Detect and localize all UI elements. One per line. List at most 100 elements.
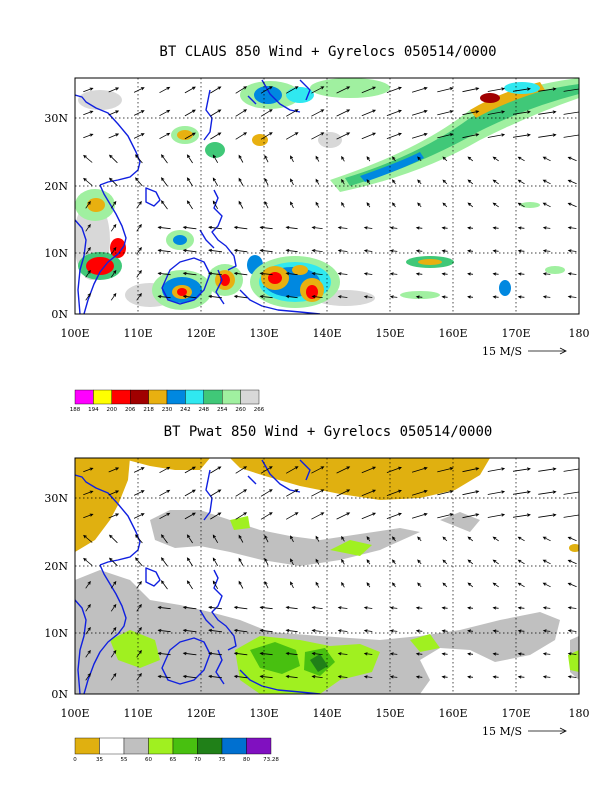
colorbar-label: 80 xyxy=(243,757,250,763)
wind-arrow xyxy=(160,580,168,590)
wind-arrow xyxy=(136,580,142,589)
wind-arrow xyxy=(336,466,351,474)
wind-arrow xyxy=(311,272,323,276)
wind-arrow xyxy=(437,110,454,116)
x-tick-label: 130E xyxy=(249,327,278,340)
wind-arrow xyxy=(363,606,373,610)
wind-arrow xyxy=(208,248,223,253)
wind-arrow xyxy=(415,629,423,633)
colorbar-label: 200 xyxy=(107,407,118,413)
wind-arrow xyxy=(411,512,428,519)
wind-arrow xyxy=(341,558,345,565)
wind-arrow xyxy=(108,467,120,473)
wind-arrow xyxy=(442,536,448,542)
pwat-panel: BT Pwat 850 Wind + Gyrelocs 050514/0000 xyxy=(44,424,589,763)
wind-arrow xyxy=(467,606,474,610)
wind-arrow xyxy=(85,649,91,658)
wind-arrow xyxy=(208,271,223,276)
x-axis-labels: 100E 110E 120E 130E 140E 150E 160E 170E … xyxy=(60,707,589,720)
wind-arrow xyxy=(136,603,142,612)
colorbar-swatch xyxy=(221,737,247,755)
wind-arrow xyxy=(133,467,145,473)
wind-arrow xyxy=(136,672,142,681)
wind-arrow xyxy=(517,179,525,185)
wind-arrow xyxy=(108,513,120,519)
colorbar: 188 194 200 206 218 230 242 248 254 260 266 xyxy=(70,389,265,413)
colorbar-label: 70 xyxy=(194,757,201,763)
wind-arrow xyxy=(135,177,143,187)
wind-arrow xyxy=(366,559,371,565)
wind-arrow xyxy=(366,202,371,208)
wind-arrow xyxy=(235,132,248,140)
wind-arrow xyxy=(184,512,196,520)
wind-arrow xyxy=(311,629,323,633)
wind-arrow xyxy=(517,226,525,230)
wind-arrow xyxy=(441,606,448,610)
wind-arrow xyxy=(159,466,171,474)
wind-arrow xyxy=(542,582,551,588)
wind-arrow xyxy=(259,248,273,253)
colorbar-label: 35 xyxy=(96,757,103,763)
wind-arrow xyxy=(389,249,398,253)
wind-arrow xyxy=(233,628,248,633)
wind-arrow xyxy=(260,512,273,520)
wind-arrow xyxy=(238,177,244,186)
wind-arrow xyxy=(542,559,551,565)
wind-arrow xyxy=(160,177,168,187)
wind-arrow xyxy=(157,674,171,679)
wind-arrow xyxy=(467,226,474,230)
wind-arrow xyxy=(285,652,298,656)
wind-arrow xyxy=(441,272,448,276)
wind-arrow xyxy=(415,675,423,679)
wind-arrow xyxy=(361,109,377,117)
wind-arrow xyxy=(83,490,94,496)
wind-arrow xyxy=(108,154,118,164)
wind-arrow xyxy=(337,295,348,299)
wind-arrow xyxy=(517,536,525,542)
wind-arrow xyxy=(264,178,269,186)
wind-arrow xyxy=(417,559,422,565)
wind-arrow xyxy=(311,606,323,610)
wind-arrow xyxy=(315,581,320,588)
y-tick-label: 30N xyxy=(44,112,68,125)
wind-arrow xyxy=(366,179,371,185)
wind-arrow xyxy=(108,534,118,544)
wind-arrow xyxy=(567,179,577,185)
wind-arrow xyxy=(133,490,145,496)
colorbar-label: 254 xyxy=(217,407,228,413)
wind-arrow xyxy=(212,557,219,567)
wind-arrow xyxy=(133,133,145,139)
wind-arrow xyxy=(264,535,269,543)
wind-arrow xyxy=(389,675,398,679)
wind-arrow xyxy=(441,249,448,253)
wind-arrow xyxy=(285,295,298,299)
wind-arrow xyxy=(487,133,506,138)
wind-arrow xyxy=(492,295,499,299)
y-tick-label: 30N xyxy=(44,492,68,505)
wind-arrow xyxy=(235,109,248,117)
wind-arrow xyxy=(386,132,402,139)
wind-arrow xyxy=(542,226,551,230)
wind-arrow xyxy=(238,200,244,209)
x-tick-label: 170E xyxy=(501,707,530,720)
wind-arrow xyxy=(210,512,222,520)
colorbar-label: 60 xyxy=(145,757,152,763)
wind-arrow xyxy=(85,269,91,278)
wind-arrow xyxy=(563,133,579,138)
wind-arrow xyxy=(136,246,142,255)
panel-title: BT Pwat 850 Wind + Gyrelocs 050514/0000 xyxy=(164,424,493,440)
wind-arrow xyxy=(233,651,248,656)
wind-arrow xyxy=(363,295,373,299)
wind-arrow xyxy=(136,292,142,301)
grid-lines xyxy=(75,78,579,314)
wind-arrow xyxy=(184,132,196,140)
wind-arrow xyxy=(238,534,244,543)
wind-arrow xyxy=(492,675,499,679)
colorbar-swatch xyxy=(148,737,174,755)
wind-arrow xyxy=(233,605,248,610)
colorbar-swatch xyxy=(123,737,149,755)
wind-arrow xyxy=(517,156,525,162)
wind-arrow xyxy=(563,513,579,518)
y-tick-label: 10N xyxy=(44,627,68,640)
wind-arrow xyxy=(467,536,474,542)
